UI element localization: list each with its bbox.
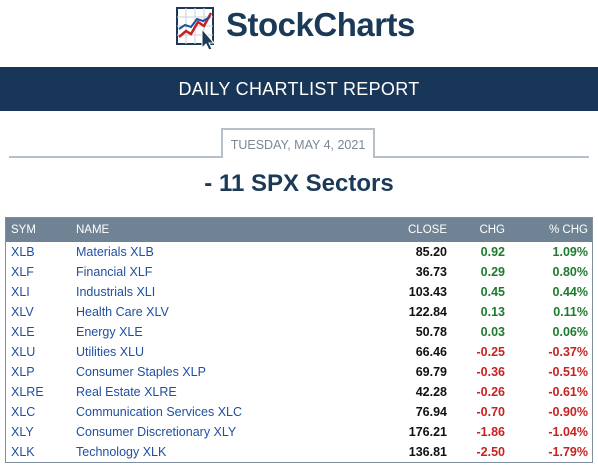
table-row: XLY Consumer Discretionary XLY 176.21 -1…: [6, 422, 592, 442]
report-date: TUESDAY, MAY 4, 2021: [221, 128, 375, 158]
name-link[interactable]: Communication Services XLC: [76, 405, 243, 419]
chg-value: 0.03: [480, 325, 505, 339]
pct-chg-value: 1.09%: [552, 245, 588, 259]
name-link[interactable]: Real Estate XLRE: [76, 385, 177, 399]
symbol-link[interactable]: XLP: [11, 365, 35, 379]
sector-table: SYM NAME CLOSE CHG % CHG XLB Materials X…: [5, 217, 593, 463]
name-link[interactable]: Industrials XLI: [76, 285, 156, 299]
symbol-link[interactable]: XLF: [11, 265, 34, 279]
chg-value: 0.92: [480, 245, 505, 259]
chg-value: -0.25: [476, 345, 506, 359]
chg-value: -2.50: [476, 445, 506, 459]
symbol-link[interactable]: XLRE: [11, 385, 44, 399]
symbol-link[interactable]: XLK: [11, 445, 35, 459]
table-row: XLI Industrials XLI 103.43 0.45 0.44%: [6, 282, 592, 302]
close-value: 103.43: [408, 285, 447, 299]
symbol-link[interactable]: XLU: [11, 345, 36, 359]
symbol-link[interactable]: XLE: [11, 325, 35, 339]
col-pct-chg[interactable]: % CHG: [549, 224, 588, 236]
table-row: XLK Technology XLK 136.81 -2.50 -1.79%: [6, 442, 592, 462]
symbol-link[interactable]: XLB: [11, 245, 35, 259]
chartlist-title: - 11 SPX Sectors: [204, 170, 394, 197]
name-link[interactable]: Materials XLB: [76, 245, 154, 259]
table-row: XLU Utilities XLU 66.46 -0.25 -0.37%: [6, 342, 592, 362]
symbol-link[interactable]: XLC: [11, 405, 36, 419]
name-link[interactable]: Health Care XLV: [76, 305, 169, 319]
table-row: XLRE Real Estate XLRE 42.28 -0.26 -0.61%: [6, 382, 592, 402]
close-value: 69.79: [415, 365, 447, 379]
pct-chg-value: -0.51%: [548, 365, 588, 379]
name-link[interactable]: Technology XLK: [76, 445, 167, 459]
symbol-link[interactable]: XLI: [11, 285, 30, 299]
col-sym[interactable]: SYM: [11, 224, 36, 236]
symbol-link[interactable]: XLY: [11, 425, 34, 439]
chg-value: 0.29: [480, 265, 505, 279]
close-value: 85.20: [415, 245, 447, 259]
pct-chg-value: -0.37%: [548, 345, 588, 359]
chg-value: 0.45: [480, 285, 505, 299]
table-body: XLB Materials XLB 85.20 0.92 1.09% XLF F…: [6, 242, 592, 462]
name-link[interactable]: Consumer Discretionary XLY: [76, 425, 237, 439]
close-value: 50.78: [415, 325, 447, 339]
report-banner: DAILY CHARTLIST REPORT: [0, 67, 598, 111]
pct-chg-value: 0.06%: [552, 325, 588, 339]
col-close[interactable]: CLOSE: [408, 224, 447, 236]
close-value: 36.73: [415, 265, 447, 279]
chg-value: -0.70: [476, 405, 506, 419]
pct-chg-value: -0.90%: [548, 405, 588, 419]
pct-chg-value: -1.79%: [548, 445, 588, 459]
table-row: XLP Consumer Staples XLP 69.79 -0.36 -0.…: [6, 362, 592, 382]
close-value: 42.28: [415, 385, 447, 399]
close-value: 136.81: [408, 445, 447, 459]
pct-chg-value: -0.61%: [548, 385, 588, 399]
table-row: XLC Communication Services XLC 76.94 -0.…: [6, 402, 592, 422]
col-name[interactable]: NAME: [76, 224, 110, 236]
close-value: 66.46: [415, 345, 447, 359]
table-row: XLE Energy XLE 50.78 0.03 0.06%: [6, 322, 592, 342]
table-row: XLB Materials XLB 85.20 0.92 1.09%: [6, 242, 592, 262]
name-link[interactable]: Energy XLE: [76, 325, 143, 339]
chg-value: -1.86: [476, 425, 506, 439]
table-header: SYM NAME CLOSE CHG % CHG: [6, 218, 592, 242]
pct-chg-value: 0.44%: [552, 285, 588, 299]
chg-value: -0.36: [476, 365, 506, 379]
chart-icon[interactable]: [176, 7, 222, 51]
close-value: 76.94: [415, 405, 447, 419]
pct-chg-value: 0.80%: [552, 265, 588, 279]
site-header: StockCharts: [0, 0, 598, 67]
name-link[interactable]: Consumer Staples XLP: [76, 365, 206, 379]
symbol-link[interactable]: XLV: [11, 305, 34, 319]
chg-value: 0.13: [480, 305, 505, 319]
table-row: XLF Financial XLF 36.73 0.29 0.80%: [6, 262, 592, 282]
pct-chg-value: -1.04%: [548, 425, 588, 439]
table-row: XLV Health Care XLV 122.84 0.13 0.11%: [6, 302, 592, 322]
name-link[interactable]: Financial XLF: [76, 265, 153, 279]
pct-chg-value: 0.11%: [553, 305, 588, 319]
close-value: 176.21: [408, 425, 447, 439]
col-chg[interactable]: CHG: [479, 224, 505, 236]
brand-name[interactable]: StockCharts: [226, 6, 415, 43]
close-value: 122.84: [408, 305, 447, 319]
name-link[interactable]: Utilities XLU: [76, 345, 145, 359]
chg-value: -0.26: [476, 385, 506, 399]
